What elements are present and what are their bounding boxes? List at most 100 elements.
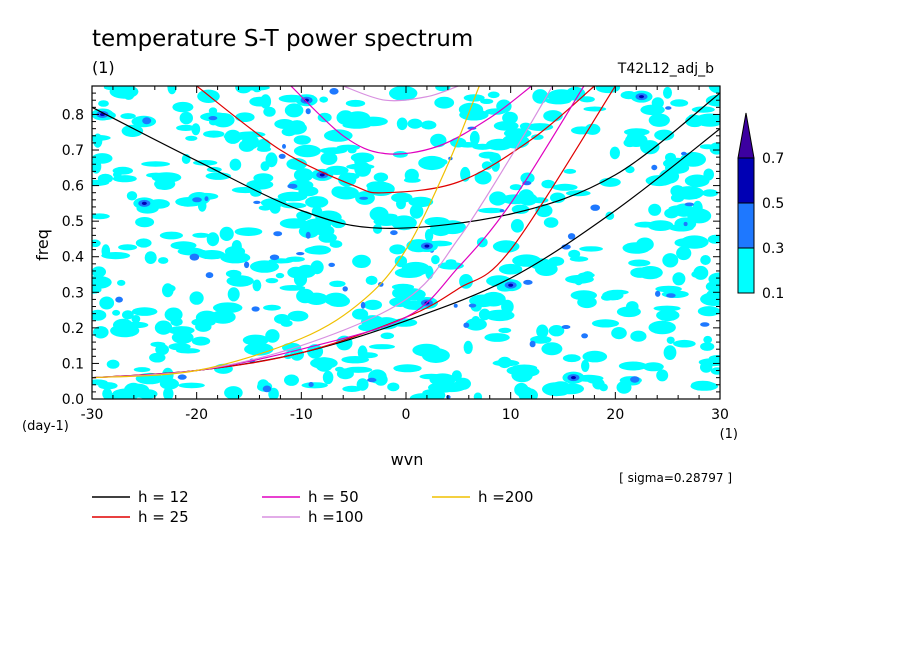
noise-blob [286,158,308,170]
noise-blob [409,204,424,219]
noise-blob [430,221,452,237]
noise-blob-strong [244,261,250,269]
noise-blob [265,278,279,284]
noise-blob [697,306,720,317]
noise-blob [155,184,166,190]
noise-blob [170,241,197,250]
noise-blob [126,191,138,201]
noise-blob [648,203,662,216]
noise-blob [407,118,423,129]
noise-blob [287,266,305,279]
noise-blob [591,319,620,328]
noise-blob [141,161,171,167]
noise-blob [366,181,390,191]
noise-blob [668,205,694,212]
noise-blob [511,204,530,214]
noise-blob [304,246,327,255]
x-tick-label: 10 [502,407,520,423]
noise-blob [648,113,670,127]
noise-blob [651,97,664,109]
noise-blob [258,205,272,211]
noise-blob [142,374,158,382]
noise-blob [120,113,136,120]
noise-blob-strong [296,252,305,256]
noise-blob [705,94,720,107]
noise-blob-strong [463,322,470,328]
noise-blob [342,385,362,392]
noise-blob [122,310,134,320]
noise-blob [265,329,280,343]
noise-blob [287,310,309,322]
noise-blob [159,378,179,390]
noise-blob-strong [683,221,688,227]
noise-blob [178,382,205,389]
legend-label: h = 12 [138,488,189,506]
noise-blob [320,152,338,165]
noise-blob [293,168,314,182]
noise-blob [315,210,342,225]
noise-blob [159,231,183,240]
noise-blob-strong [208,116,218,121]
noise-blob-strong [189,253,200,261]
noise-blob [425,265,434,280]
noise-blob [135,217,155,228]
noise-blob [224,386,243,399]
noise-blob [335,130,345,138]
noise-blob [611,327,627,340]
y-tick-label: 0.2 [62,321,84,337]
noise-blob [541,342,563,356]
noise-blob [252,279,262,292]
legend-label: h = 50 [308,488,359,506]
noise-blob [526,123,554,131]
noise-blob [663,86,672,99]
noise-blob [124,382,143,398]
noise-blob [146,172,166,178]
dispersion-curve [92,92,720,229]
noise-blob [422,389,444,397]
noise-blob [92,213,110,220]
noise-blob [595,86,621,94]
noise-blob [341,356,370,364]
noise-blob [498,263,523,275]
noise-blob [512,254,542,267]
noise-blob-strong [115,296,123,303]
noise-blob [329,295,350,307]
noise-blob [163,387,174,399]
hotspot-core [639,95,644,99]
y-axis: 0.0 0.1 0.2 0.3 0.4 0.5 0.6 0.7 0.8 [62,85,720,408]
chart-title: temperature S-T power spectrum [92,26,473,52]
noise-blob [703,335,713,344]
dispersion-curves [92,86,720,379]
noise-blob [135,238,152,248]
noise-blob [545,97,572,105]
noise-blob [480,98,494,104]
noise-blob [224,246,246,257]
noise-blob [391,192,413,203]
noise-blob [118,244,138,251]
noise-blob [219,226,234,241]
noise-blob [253,173,274,183]
x-tick-label: 0 [402,407,411,423]
colorbar-label: 0.3 [762,241,784,257]
y-axis-label: freq [33,229,52,261]
noise-blob [518,386,534,399]
noise-blob [172,101,194,113]
noise-blob-strong [329,88,339,95]
noise-blob [98,100,109,107]
noise-blob [421,348,450,363]
noise-blob [550,381,572,396]
noise-blob [275,272,285,279]
noise-blob [92,134,111,141]
noise-blob [99,296,115,310]
noise-blob [280,319,293,327]
noise-blob-strong [666,293,676,298]
noise-blob [203,130,225,138]
noise-blob [492,359,520,367]
noise-blob [380,332,395,340]
noise-blob-strong [305,108,311,115]
noise-blob [318,232,337,243]
noise-blob [481,161,493,170]
y-tick-label: 0.0 [62,392,84,408]
noise-blob-strong [287,183,298,189]
noise-blob [339,172,360,180]
